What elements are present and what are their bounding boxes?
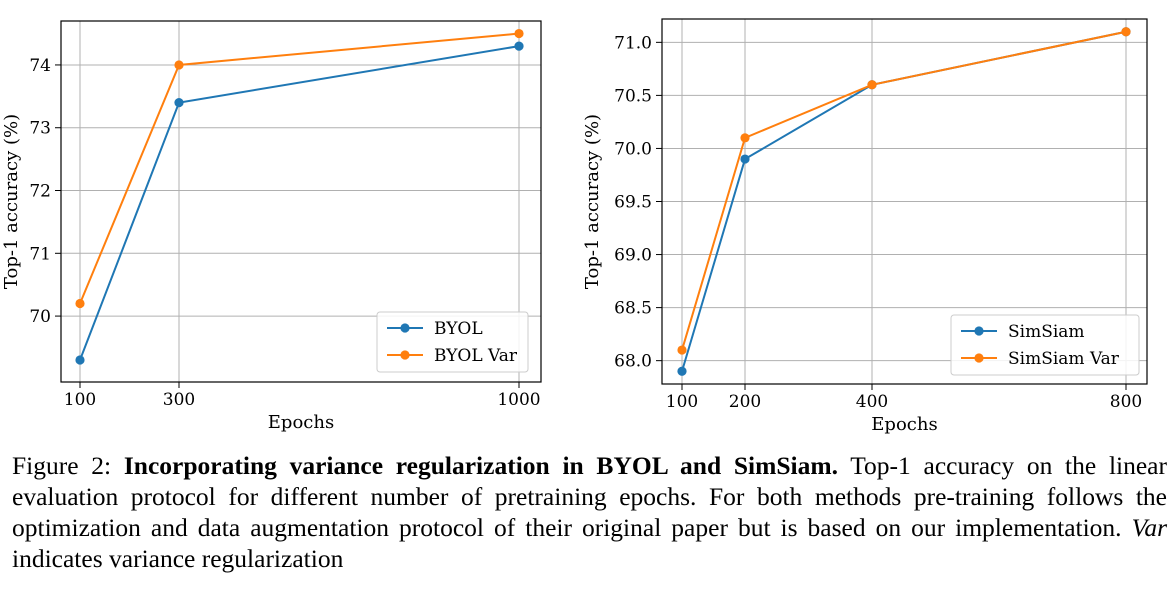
legend-swatch-marker — [400, 350, 410, 360]
y-tick-label: 69.5 — [614, 193, 652, 213]
x-tick-label: 300 — [163, 390, 195, 410]
x-tick-label: 100 — [666, 392, 698, 412]
y-axis-label: Top-1 accuracy (%) — [1, 114, 22, 289]
y-tick-label: 73 — [29, 119, 51, 139]
y-tick-label: 74 — [29, 56, 51, 76]
y-axis-label: Top-1 accuracy (%) — [582, 114, 603, 289]
data-point — [514, 28, 524, 39]
data-point — [75, 355, 85, 365]
data-point — [514, 41, 524, 51]
x-axis-label: Epochs — [268, 412, 334, 433]
plot-frame — [60, 20, 542, 383]
data-point — [867, 80, 877, 90]
y-tick-label: 68.0 — [614, 352, 652, 372]
data-point — [677, 366, 687, 376]
y-tick-label: 70 — [29, 307, 51, 327]
legend-swatch-marker — [400, 323, 410, 333]
legend-box — [950, 314, 1140, 376]
figure-caption: Figure 2: Incorporating variance regular… — [12, 450, 1167, 574]
x-tick-label: 400 — [856, 392, 888, 412]
legend-label: BYOL Var — [434, 346, 518, 366]
y-tick-label: 70.5 — [614, 86, 652, 106]
caption-tail: indicates variance regularization — [12, 544, 344, 573]
legend-label: BYOL — [434, 319, 483, 339]
x-tick-label: 1000 — [497, 390, 540, 410]
x-axis-label: Epochs — [871, 414, 937, 435]
legend-label: SimSiam — [1008, 322, 1085, 342]
series-line-byol-var — [79, 32, 520, 304]
y-tick-label: 71.0 — [614, 33, 652, 53]
legend-swatch-marker — [974, 326, 984, 336]
legend-label: SimSiam Var — [1008, 349, 1120, 369]
data-point — [677, 345, 687, 355]
data-point — [1121, 27, 1131, 37]
figure-label: Figure 2: — [12, 451, 112, 480]
chart-simsiam: 100 200 400 800 68.0 68.5 69.0 69.5 70.0 70.5 71.0… — [582, 18, 1148, 435]
y-tick-label: 68.5 — [614, 299, 652, 319]
legend-swatch-marker — [974, 353, 984, 363]
y-tick-label: 71 — [29, 244, 51, 264]
data-point — [75, 298, 85, 309]
caption-title: Incorporating variance regularization in… — [123, 451, 838, 480]
y-tick-label: 70.0 — [614, 139, 652, 159]
x-tick-label: 100 — [64, 390, 96, 410]
data-point — [740, 133, 750, 143]
data-point — [174, 60, 184, 70]
x-tick-label: 800 — [1110, 392, 1142, 412]
y-tick-label: 69.0 — [614, 246, 652, 266]
caption-italic-term: Var — [1131, 513, 1168, 542]
figure: 100 300 1000 70 71 72 73 74 Epochs Top-1 accuracy… — [1, 18, 1148, 435]
y-tick-label: 72 — [29, 182, 51, 202]
data-point — [740, 154, 750, 164]
series-line-simsiam-var — [681, 30, 1127, 351]
x-tick-label: 200 — [729, 392, 761, 412]
chart-byol: 100 300 1000 70 71 72 73 74 Epochs Top-1 accuracy… — [1, 20, 542, 433]
caption-text: Top-1 accuracy on the linear evaluation … — [12, 451, 1167, 542]
data-point — [174, 98, 184, 108]
